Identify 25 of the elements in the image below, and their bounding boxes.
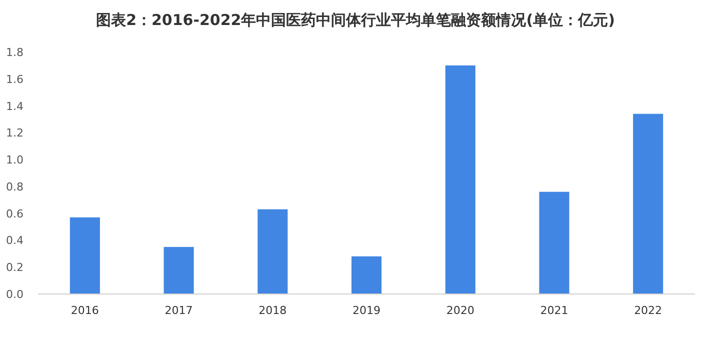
x-tick-label: 2017 bbox=[164, 304, 193, 317]
bar bbox=[351, 256, 382, 294]
x-tick-label: 2019 bbox=[352, 304, 380, 317]
y-tick-label: 0.8 bbox=[6, 180, 24, 194]
y-tick-label: 0.2 bbox=[6, 261, 24, 274]
y-tick-label: 1.2 bbox=[6, 126, 24, 140]
y-tick-label: 1.0 bbox=[6, 154, 24, 167]
bar bbox=[539, 192, 570, 294]
bar bbox=[633, 114, 664, 294]
x-tick-label: 2020 bbox=[446, 304, 474, 317]
y-tick-label: 0.6 bbox=[6, 207, 24, 220]
bar bbox=[70, 217, 100, 294]
bar bbox=[258, 209, 288, 294]
x-tick-label: 2018 bbox=[258, 304, 287, 317]
bar bbox=[445, 65, 476, 294]
x-tick-label: 2016 bbox=[70, 304, 99, 317]
chart-title: 图表2：2016-2022年中国医药中间体行业平均单笔融资额情况(单位：亿元) bbox=[96, 11, 615, 29]
x-tick-label: 2022 bbox=[634, 304, 662, 317]
y-tick-label: 1.4 bbox=[6, 100, 24, 113]
x-tick-label: 2021 bbox=[540, 304, 568, 317]
bar bbox=[164, 246, 194, 294]
y-tick-label: 0.4 bbox=[6, 234, 24, 248]
y-tick-label: 0.0 bbox=[6, 288, 24, 301]
y-tick-label: 1.6 bbox=[6, 72, 24, 86]
y-tick-label: 1.8 bbox=[6, 46, 24, 59]
